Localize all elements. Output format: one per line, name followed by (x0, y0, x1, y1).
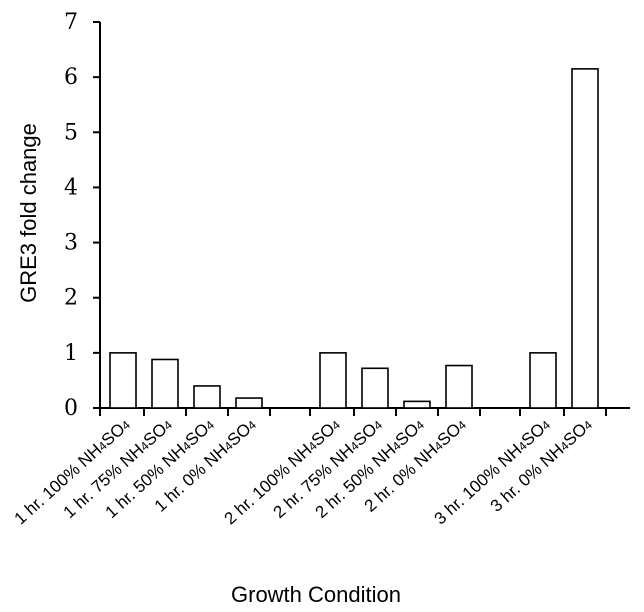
bars (109, 68, 599, 409)
bar (319, 352, 347, 409)
bar (109, 352, 137, 409)
bar (403, 400, 431, 409)
bar (529, 352, 557, 409)
bar (361, 367, 389, 409)
y-tick-label: 6 (64, 65, 78, 90)
y-axis-title: GRE3 fold change (16, 123, 41, 303)
y-tick-label: 5 (64, 120, 78, 145)
y-tick-label: 1 (64, 341, 78, 366)
y-tick-label: 2 (64, 286, 78, 311)
bar (571, 68, 599, 409)
bar (151, 358, 179, 409)
x-axis (99, 407, 630, 416)
y-tick-label: 0 (64, 396, 78, 421)
bar (445, 364, 473, 409)
y-tick-label: 3 (64, 231, 78, 256)
bar (193, 385, 221, 409)
y-axis: 0 1 2 3 4 5 6 7 (64, 10, 101, 421)
y-tick-label: 4 (64, 175, 78, 200)
y-tick-label: 7 (64, 10, 78, 35)
bar (235, 397, 263, 409)
x-axis-title: Growth Condition (231, 582, 401, 607)
